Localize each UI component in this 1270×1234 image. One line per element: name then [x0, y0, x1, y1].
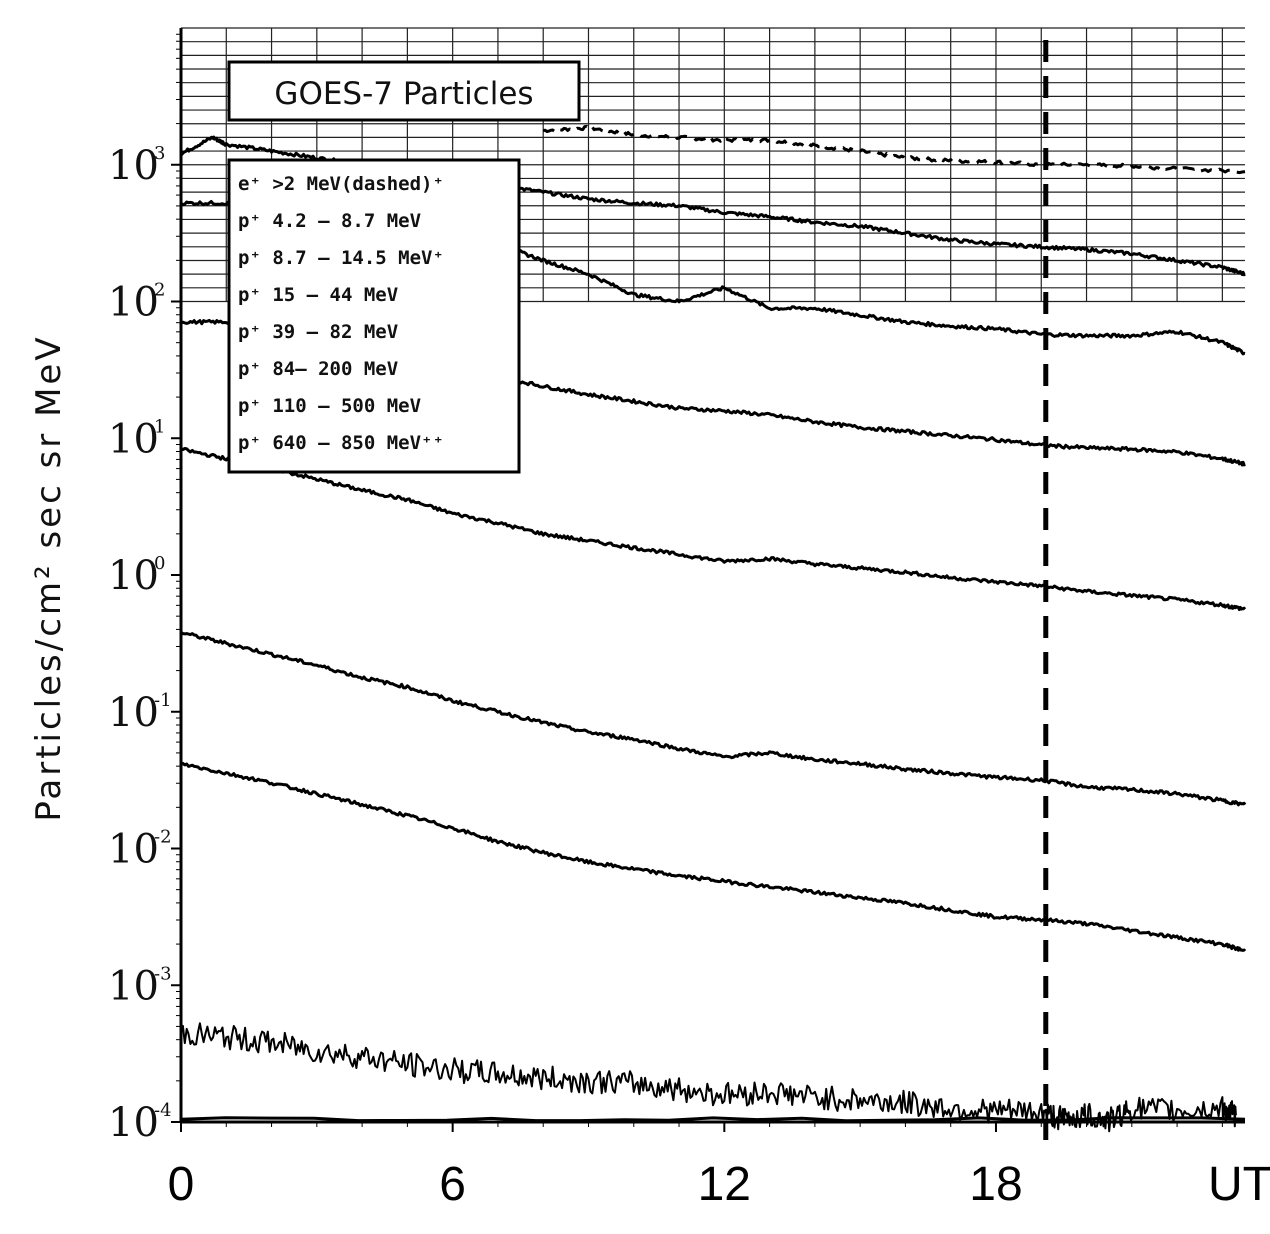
y-tick-label: 10 [108, 963, 159, 1009]
x-tick-label: 0 [168, 1158, 195, 1211]
legend-entry: p⁺ 640 – 850 MeV⁺⁺ [238, 432, 444, 454]
y-tick-exponent: -2 [154, 827, 172, 848]
legend-entry: p⁺ 15 – 44 MeV [238, 284, 398, 306]
y-tick-exponent: -4 [154, 1100, 172, 1121]
series-line-8 [180, 1116, 1246, 1123]
y-tick-label: 10 [108, 690, 159, 736]
y-tick-exponent: 2 [154, 280, 165, 301]
series-line-0 [542, 124, 1246, 175]
series-line-5 [180, 631, 1247, 807]
series-line-6 [180, 761, 1247, 953]
y-tick-label: 10 [108, 1100, 159, 1146]
x-tick-label: 18 [969, 1158, 1022, 1211]
y-tick-exponent: -3 [154, 963, 172, 984]
title-box [227, 60, 581, 122]
legend-entry: p⁺ 110 – 500 MeV [238, 395, 421, 417]
x-axis-ticks: 0 6 12 18 [168, 1122, 1223, 1211]
y-tick-label: 10 [108, 416, 159, 462]
y-axis-label: Particles/cm² sec sr MeV [29, 334, 69, 821]
x-tick-label: 6 [439, 1158, 466, 1211]
legend-entry: e⁺ >2 MeV(dashed)⁺ [238, 173, 444, 195]
y-tick-exponent: 0 [154, 553, 165, 574]
chart-title: GOES-7 Particles [274, 76, 533, 112]
y-tick-label: 10 [108, 143, 159, 189]
legend-box [227, 158, 521, 474]
legend-entry: p⁺ 8.7 – 14.5 MeV⁺ [238, 247, 444, 269]
legend: e⁺ >2 MeV(dashed)⁺ p⁺ 4.2 – 8.7 MeV p⁺ 8.7… [238, 173, 444, 454]
x-axis-label: UT [1208, 1158, 1270, 1211]
legend-entry: p⁺ 84– 200 MeV [238, 358, 398, 380]
series-line-7 [180, 1022, 1237, 1133]
x-tick-label: 12 [698, 1158, 751, 1211]
y-tick-label: 10 [108, 280, 159, 326]
y-tick-label: 10 [108, 827, 159, 873]
y-tick-exponent: 1 [154, 416, 165, 437]
y-tick-exponent: 3 [154, 143, 165, 164]
y-tick-label: 10 [108, 553, 159, 599]
legend-entry: p⁺ 39 – 82 MeV [238, 321, 398, 343]
legend-entry: p⁺ 4.2 – 8.7 MeV [238, 210, 421, 232]
y-tick-exponent: -1 [154, 690, 172, 711]
series-line-4 [180, 447, 1247, 611]
